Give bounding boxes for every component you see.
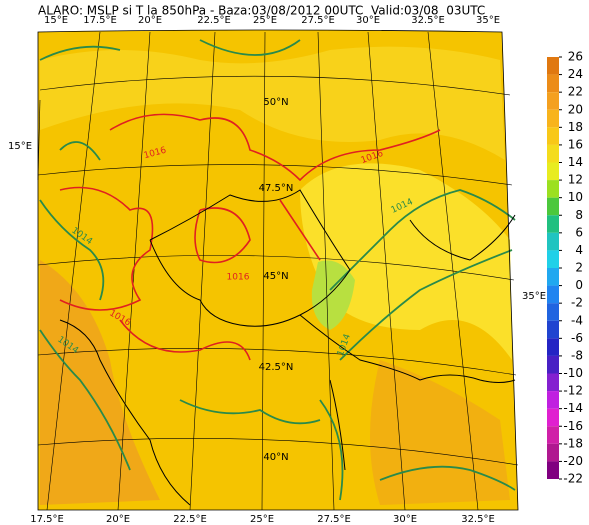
isobar-1016	[59, 113, 441, 361]
map-area	[37, 29, 519, 511]
colorbar-segment	[547, 338, 559, 356]
colorbar-label: -12	[563, 384, 583, 398]
top-lon-label: 30°E	[356, 15, 380, 26]
colorbar-segment	[547, 109, 559, 128]
colorbar-label: -10	[563, 366, 583, 380]
left-lon-label: 15°E	[8, 141, 32, 152]
colorbar-segment	[547, 162, 559, 181]
top-lon-label: 25°E	[253, 15, 277, 26]
colorbar-segment	[547, 355, 559, 374]
colorbar-segment	[547, 303, 559, 321]
colorbar-label: -2	[571, 296, 583, 310]
top-lon-label: 20°E	[138, 15, 162, 26]
colorbar-label: 8	[575, 208, 583, 222]
colorbar-label: 18	[568, 120, 583, 134]
top-lon-label: 22.5°E	[197, 15, 231, 26]
colorbar: 26242220181614121086420-2-4-6-8-10-12-14…	[547, 50, 583, 486]
colorbar-segment	[547, 180, 559, 198]
borders	[59, 189, 516, 506]
colorbar-segment	[547, 250, 559, 268]
colorbar-segment	[547, 215, 559, 233]
colorbar-segment	[547, 127, 559, 145]
colorbar-label: -18	[563, 436, 583, 450]
colorbar-label: 20	[568, 102, 583, 116]
colorbar-label: 10	[568, 190, 583, 204]
contour-label: 1016	[227, 273, 250, 283]
colorbar-segment	[547, 92, 559, 110]
colorbar-label: 12	[568, 173, 583, 187]
colorbar-label: 14	[568, 155, 583, 169]
colorbar-segment	[547, 461, 559, 479]
bottom-lon-label: 25°E	[250, 514, 274, 525]
meridians	[46, 31, 479, 511]
colorbar-label: -16	[563, 419, 583, 433]
colorbar-label: -14	[563, 401, 583, 415]
colorbar-segment	[547, 426, 559, 444]
right-lon-label: 35°E	[522, 291, 546, 302]
colorbar-segment	[547, 268, 559, 286]
colorbar-label: -22	[563, 472, 583, 486]
cooler-area	[40, 46, 505, 160]
warm-area	[40, 260, 160, 505]
colorbar-segment	[547, 320, 559, 339]
colorbar-label: 2	[575, 261, 583, 275]
bottom-lon-label: 22.5°E	[173, 514, 207, 525]
lat-label: 42.5°N	[259, 362, 294, 373]
colorbar-label: -20	[563, 454, 583, 468]
bottom-lon-label: 32.5°E	[461, 514, 495, 525]
top-lon-label: 17.5°E	[83, 15, 117, 26]
lat-label: 47.5°N	[259, 183, 294, 194]
colorbar-segment	[547, 443, 559, 462]
colorbar-segment	[547, 408, 559, 427]
colorbar-segment	[547, 391, 559, 409]
bottom-lon-label: 30°E	[393, 514, 417, 525]
lat-label: 50°N	[263, 97, 288, 108]
top-lon-label: 27.5°E	[301, 15, 335, 26]
top-lon-label: 35°E	[476, 15, 500, 26]
bottom-lon-label: 27.5°E	[317, 514, 351, 525]
colorbar-segment	[547, 285, 559, 304]
colorbar-label: 22	[568, 85, 583, 99]
lat-label: 45°N	[263, 271, 288, 282]
colorbar-segment	[547, 197, 559, 216]
colorbar-segment	[547, 57, 559, 75]
bottom-lon-label: 17.5°E	[30, 514, 64, 525]
cooler-area	[300, 163, 512, 360]
map-frame	[37, 29, 519, 511]
colorbar-label: 24	[568, 67, 583, 81]
colorbar-label: -4	[571, 313, 583, 327]
colorbar-label: 0	[575, 278, 583, 292]
isobar-1014	[39, 39, 516, 501]
warm-area	[370, 360, 510, 505]
colorbar-label: -6	[571, 331, 583, 345]
colorbar-label: 4	[575, 243, 583, 257]
colorbar-segment	[547, 373, 559, 392]
colorbar-label: -8	[571, 348, 583, 362]
colorbar-segment	[547, 74, 559, 93]
colorbar-segment	[547, 232, 559, 251]
colorbar-label: 16	[568, 137, 583, 151]
lat-label: 40°N	[263, 452, 288, 463]
colorbar-label: 6	[575, 225, 583, 239]
colorbar-segment	[547, 144, 559, 163]
bottom-lon-label: 20°E	[106, 514, 130, 525]
top-lon-label: 15°E	[44, 15, 68, 26]
colorbar-label: 26	[568, 50, 583, 64]
parallels	[37, 75, 519, 466]
top-lon-label: 32.5°E	[411, 15, 445, 26]
map-title: ALARO: MSLP si T la 850hPa - Baza:03/08/…	[38, 4, 485, 18]
